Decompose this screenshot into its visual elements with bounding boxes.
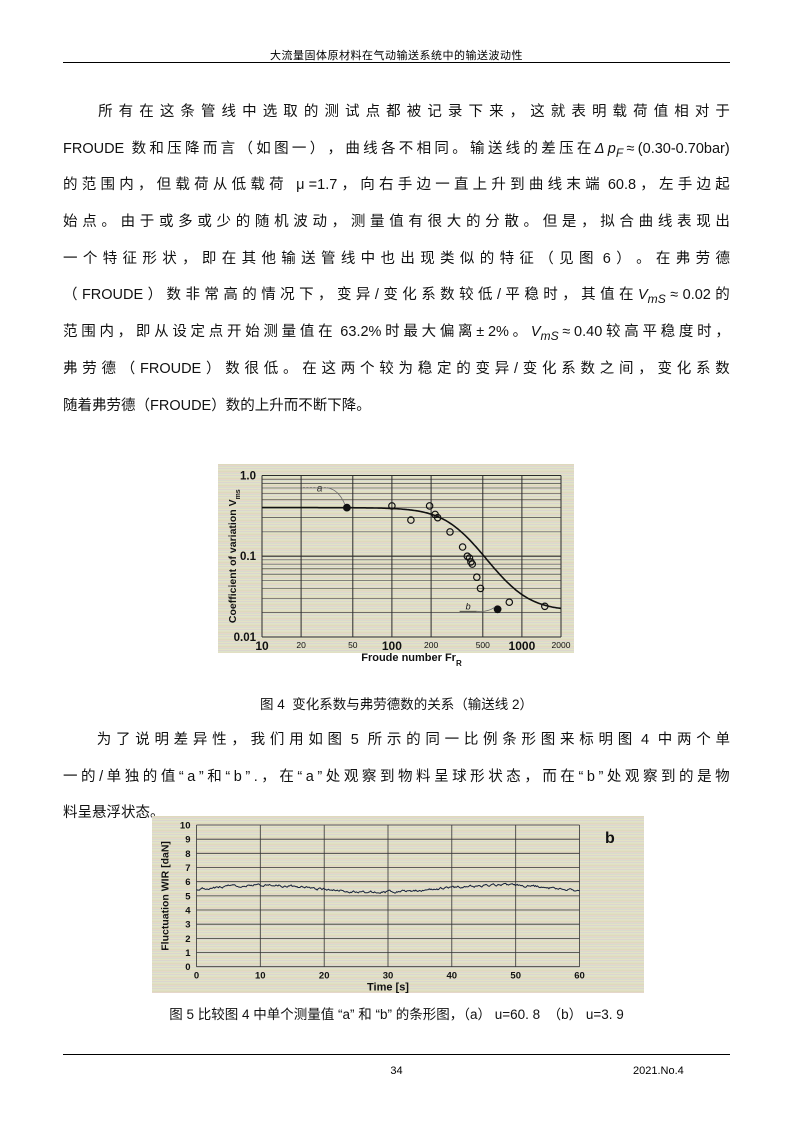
svg-text:500: 500 <box>476 640 490 650</box>
svg-text:0.1: 0.1 <box>240 551 257 563</box>
svg-text:200: 200 <box>424 640 438 650</box>
svg-text:1.0: 1.0 <box>240 471 256 483</box>
svg-text:4: 4 <box>185 906 191 917</box>
svg-text:60: 60 <box>574 971 585 982</box>
svg-text:b: b <box>605 830 615 847</box>
svg-text:10: 10 <box>255 971 266 982</box>
svg-text:0: 0 <box>194 971 199 982</box>
svg-text:Froude number FrR: Froude number FrR <box>361 652 462 668</box>
svg-text:10: 10 <box>255 639 269 653</box>
svg-text:a: a <box>317 484 323 495</box>
svg-text:50: 50 <box>510 971 521 982</box>
svg-text:1: 1 <box>185 948 191 959</box>
svg-text:100: 100 <box>382 639 402 653</box>
svg-text:2: 2 <box>185 934 190 945</box>
svg-text:2000: 2000 <box>552 640 571 650</box>
svg-text:5: 5 <box>185 891 191 902</box>
svg-text:9: 9 <box>185 835 190 846</box>
svg-text:40: 40 <box>447 971 458 982</box>
svg-text:6: 6 <box>185 877 190 888</box>
svg-text:1000: 1000 <box>509 639 536 653</box>
svg-text:30: 30 <box>383 971 394 982</box>
svg-text:7: 7 <box>185 863 190 874</box>
svg-text:b: b <box>466 601 471 611</box>
svg-text:Time [s]: Time [s] <box>367 982 409 994</box>
svg-text:0.01: 0.01 <box>234 632 257 644</box>
svg-text:3: 3 <box>185 920 190 931</box>
svg-text:Fluctuation WIR [daN]: Fluctuation WIR [daN] <box>160 841 172 951</box>
svg-text:0: 0 <box>185 962 190 973</box>
svg-text:8: 8 <box>185 849 190 860</box>
svg-text:20: 20 <box>296 640 306 650</box>
svg-text:10: 10 <box>180 821 191 832</box>
svg-text:50: 50 <box>348 640 358 650</box>
svg-text:20: 20 <box>319 971 330 982</box>
